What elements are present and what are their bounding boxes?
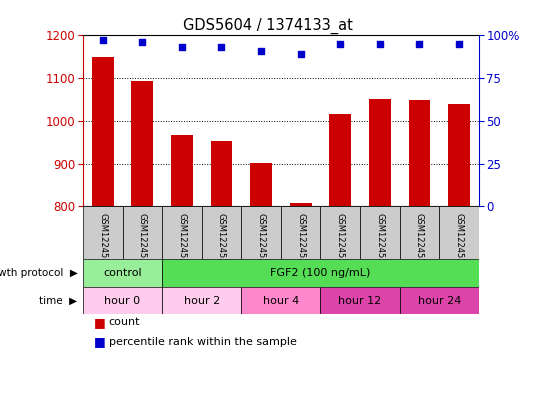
Text: percentile rank within the sample: percentile rank within the sample [109, 337, 296, 347]
Bar [241, 287, 320, 314]
Text: ■: ■ [94, 335, 105, 349]
Bar [83, 259, 162, 287]
Text: count: count [109, 317, 140, 327]
Bar [132, 81, 153, 206]
Bar [162, 206, 202, 259]
Point [138, 39, 147, 45]
Text: hour 0: hour 0 [104, 296, 141, 306]
Bar [171, 134, 193, 206]
Bar [409, 100, 430, 206]
Point [376, 41, 384, 47]
Bar [320, 206, 360, 259]
Text: FGF2 (100 ng/mL): FGF2 (100 ng/mL) [270, 268, 371, 278]
Bar [92, 57, 113, 206]
Text: hour 4: hour 4 [263, 296, 299, 306]
Bar [250, 163, 272, 206]
Text: GSM1224538: GSM1224538 [415, 213, 424, 269]
Bar [330, 114, 351, 206]
Bar [202, 206, 241, 259]
Point [217, 44, 226, 50]
Text: GSM1224533: GSM1224533 [217, 213, 226, 269]
Bar [369, 99, 391, 206]
Bar [448, 104, 470, 206]
Point [178, 44, 186, 50]
Text: GSM1224535: GSM1224535 [296, 213, 305, 268]
Text: control: control [103, 268, 142, 278]
Text: hour 24: hour 24 [417, 296, 461, 306]
Point [98, 37, 107, 44]
Bar [162, 287, 241, 314]
Bar [400, 287, 479, 314]
Point [257, 48, 265, 54]
Text: GSM1224531: GSM1224531 [138, 213, 147, 268]
Text: hour 2: hour 2 [184, 296, 220, 306]
Text: GSM1224537: GSM1224537 [376, 213, 384, 269]
Text: GSM1224539: GSM1224539 [455, 213, 463, 268]
Text: hour 12: hour 12 [339, 296, 381, 306]
Bar [162, 259, 479, 287]
Point [296, 51, 305, 57]
Text: ■: ■ [94, 316, 105, 329]
Bar [211, 141, 232, 206]
Bar [400, 206, 439, 259]
Text: GSM1224536: GSM1224536 [336, 213, 345, 269]
Bar [83, 287, 162, 314]
Bar [241, 206, 281, 259]
Text: growth protocol  ▶: growth protocol ▶ [0, 268, 78, 278]
Bar [320, 287, 400, 314]
Point [336, 41, 345, 47]
Bar [123, 206, 162, 259]
Text: GSM1224534: GSM1224534 [257, 213, 265, 268]
Text: time  ▶: time ▶ [40, 296, 78, 306]
Bar [360, 206, 400, 259]
Bar [290, 203, 311, 206]
Bar [439, 206, 479, 259]
Bar [281, 206, 320, 259]
Text: GSM1224532: GSM1224532 [178, 213, 186, 268]
Point [455, 41, 463, 47]
Bar [83, 206, 123, 259]
Text: GSM1224530: GSM1224530 [98, 213, 107, 268]
Point [415, 41, 424, 47]
Text: GDS5604 / 1374133_at: GDS5604 / 1374133_at [182, 18, 353, 34]
